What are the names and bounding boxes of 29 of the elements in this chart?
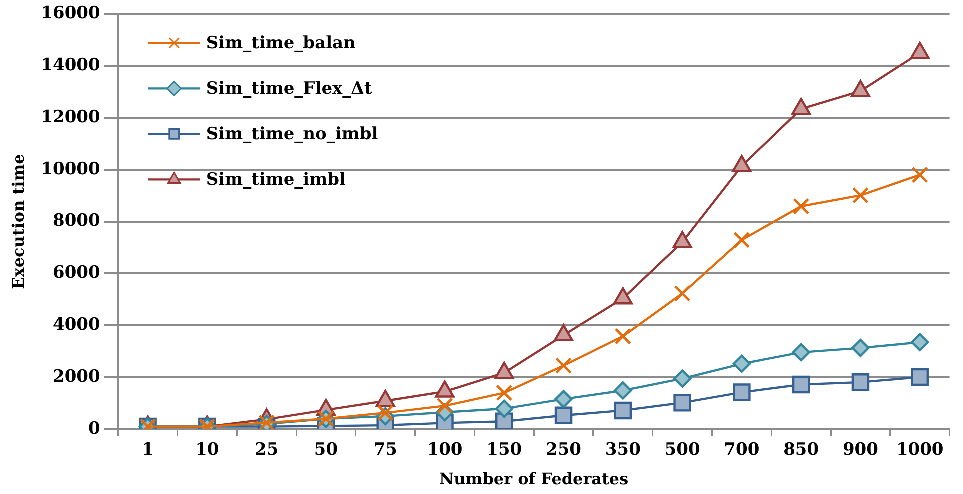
x-tick-label: 150 xyxy=(486,440,522,460)
y-tick-label: 0 xyxy=(88,418,100,439)
x-tick-label: 1 xyxy=(142,440,154,460)
y-tick-label: 10000 xyxy=(41,159,100,180)
y-tick-label: 2000 xyxy=(53,366,100,387)
x-tick-label: 1000 xyxy=(896,440,944,460)
x-tick-label: 10 xyxy=(196,440,220,460)
x-tick-label: 700 xyxy=(724,440,760,460)
legend-label: Sim_time_balan xyxy=(206,34,356,54)
x-tick-label: 50 xyxy=(314,440,338,460)
y-tick-label: 6000 xyxy=(53,263,100,284)
x-tick-label: 850 xyxy=(784,440,820,460)
x-tick-label: 25 xyxy=(254,440,279,460)
y-tick-label: 8000 xyxy=(53,211,100,232)
y-tick-label: 12000 xyxy=(41,107,100,128)
y-axis-title: Execution time xyxy=(8,154,28,290)
y-tick-label: 16000 xyxy=(41,4,100,24)
legend-label: Sim_time_no_imbl xyxy=(206,124,379,145)
legend-label: Sim_time_imbl xyxy=(206,170,347,190)
x-tick-label: 75 xyxy=(374,440,398,460)
y-tick-label: 14000 xyxy=(41,56,100,76)
x-tick-label: 250 xyxy=(546,440,582,460)
x-tick-label: 900 xyxy=(842,440,879,460)
legend-label: Sim_time_Flex_Δt xyxy=(206,79,372,100)
x-tick-label: 100 xyxy=(427,440,463,460)
x-tick-label: 500 xyxy=(664,440,700,460)
x-tick-label: 350 xyxy=(605,440,642,460)
x-axis-title: Number of Federates xyxy=(440,470,629,489)
y-tick-label: 4000 xyxy=(53,315,100,336)
